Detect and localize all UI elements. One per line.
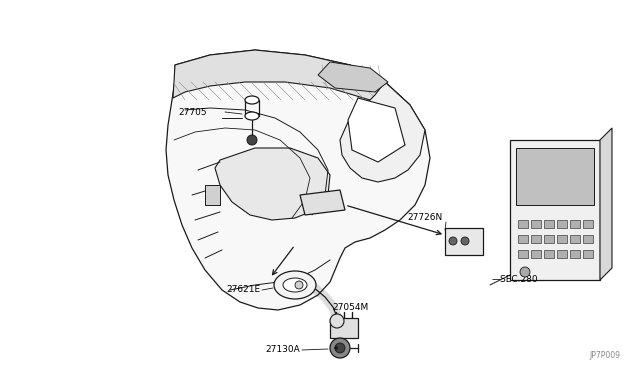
- Circle shape: [330, 314, 344, 328]
- Polygon shape: [510, 140, 600, 280]
- Polygon shape: [516, 148, 594, 205]
- Circle shape: [520, 267, 530, 277]
- Bar: [557, 250, 567, 258]
- Polygon shape: [215, 148, 330, 220]
- Polygon shape: [600, 128, 612, 280]
- Bar: [557, 220, 567, 228]
- Polygon shape: [340, 82, 425, 182]
- Bar: [583, 235, 593, 243]
- Bar: [570, 235, 580, 243]
- Bar: [518, 220, 528, 228]
- Ellipse shape: [245, 112, 259, 120]
- Circle shape: [247, 135, 257, 145]
- Circle shape: [335, 346, 337, 350]
- Circle shape: [330, 338, 350, 358]
- Text: —SEC.280: —SEC.280: [492, 276, 539, 285]
- Bar: [557, 235, 567, 243]
- Bar: [518, 235, 528, 243]
- Polygon shape: [205, 185, 220, 205]
- Bar: [570, 220, 580, 228]
- Polygon shape: [173, 50, 410, 115]
- Bar: [583, 220, 593, 228]
- Circle shape: [461, 237, 469, 245]
- Circle shape: [449, 237, 457, 245]
- Ellipse shape: [245, 96, 259, 104]
- Text: 27621E: 27621E: [226, 285, 260, 295]
- Text: 27726N: 27726N: [408, 212, 443, 221]
- Bar: [531, 235, 541, 243]
- Circle shape: [335, 343, 345, 353]
- Text: JP7P009: JP7P009: [589, 350, 620, 359]
- Bar: [544, 250, 554, 258]
- Text: 27054M: 27054M: [332, 304, 368, 312]
- Polygon shape: [348, 98, 405, 162]
- Ellipse shape: [283, 278, 307, 292]
- Text: 27130A: 27130A: [265, 346, 300, 355]
- Ellipse shape: [274, 271, 316, 299]
- Circle shape: [295, 281, 303, 289]
- Bar: [583, 250, 593, 258]
- Polygon shape: [300, 190, 345, 215]
- Bar: [570, 250, 580, 258]
- Bar: [544, 235, 554, 243]
- Bar: [531, 250, 541, 258]
- Bar: [518, 250, 528, 258]
- Polygon shape: [330, 318, 358, 338]
- Bar: [531, 220, 541, 228]
- Text: 27705: 27705: [179, 108, 207, 116]
- Polygon shape: [318, 62, 388, 92]
- Bar: [544, 220, 554, 228]
- Polygon shape: [445, 228, 483, 255]
- Polygon shape: [166, 50, 430, 310]
